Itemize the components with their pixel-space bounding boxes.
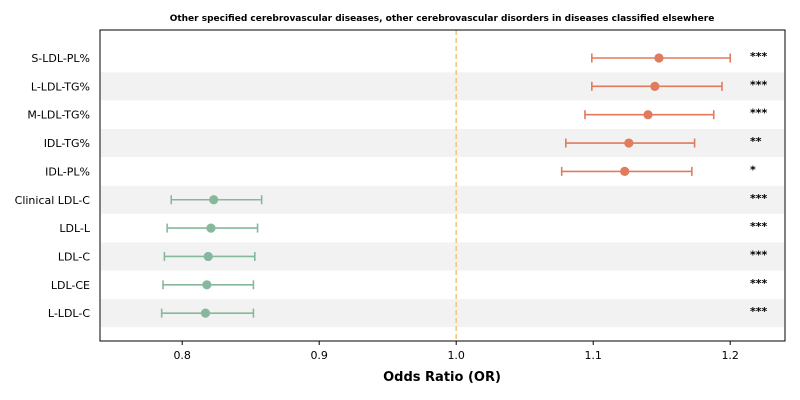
row-label: L-LDL-TG%: [31, 80, 90, 93]
row-label: L-LDL-C: [48, 307, 90, 320]
row-label: S-LDL-PL%: [31, 52, 90, 65]
x-axis-label: Odds Ratio (OR): [383, 370, 501, 385]
or-point: [200, 308, 211, 318]
significance-label: ***: [750, 220, 768, 233]
row-label: Clinical LDL-C: [15, 194, 91, 207]
x-tick-label: 1.2: [721, 349, 739, 362]
row-label: IDL-TG%: [44, 137, 90, 150]
row-labels: S-LDL-PL% L-LDL-TG% M-LDL-TG% IDL-TG% IDL-PL…: [15, 52, 91, 320]
or-point: [202, 280, 212, 290]
or-point: [620, 166, 630, 176]
significance-label: ***: [750, 107, 768, 120]
or-point: [624, 138, 634, 148]
x-tick-label: 0.9: [310, 349, 328, 362]
row-label: LDL-CE: [51, 279, 90, 292]
x-tick-label: 0.8: [173, 349, 191, 362]
significance-label: ***: [750, 305, 768, 318]
or-point: [654, 53, 664, 63]
significance-labels: ***************************: [750, 50, 768, 318]
plot-marks: [160, 53, 732, 318]
significance-label: ***: [750, 78, 768, 91]
row-label: LDL-L: [59, 222, 91, 235]
or-point: [203, 251, 213, 262]
or-point: [650, 81, 660, 91]
chart-title: Other specified cerebrovascular diseases…: [170, 14, 715, 24]
row-label: M-LDL-TG%: [27, 109, 90, 122]
plot-frame: [99, 29, 786, 342]
significance-label: **: [750, 135, 762, 148]
row-label: LDL-C: [58, 250, 91, 263]
row-label: IDL-PL%: [45, 165, 90, 178]
x-axis: 0.8 0.9 1.0 1.1 1.2: [173, 341, 739, 362]
x-tick-label: 1.0: [447, 349, 465, 362]
significance-label: ***: [750, 248, 768, 261]
significance-label: ***: [750, 50, 768, 63]
significance-label: ***: [750, 192, 768, 205]
or-point: [643, 110, 653, 120]
or-point: [206, 223, 216, 233]
or-point: [209, 195, 219, 205]
significance-label: *: [750, 163, 756, 176]
x-tick-label: 1.1: [584, 349, 602, 362]
significance-label: ***: [750, 277, 768, 290]
